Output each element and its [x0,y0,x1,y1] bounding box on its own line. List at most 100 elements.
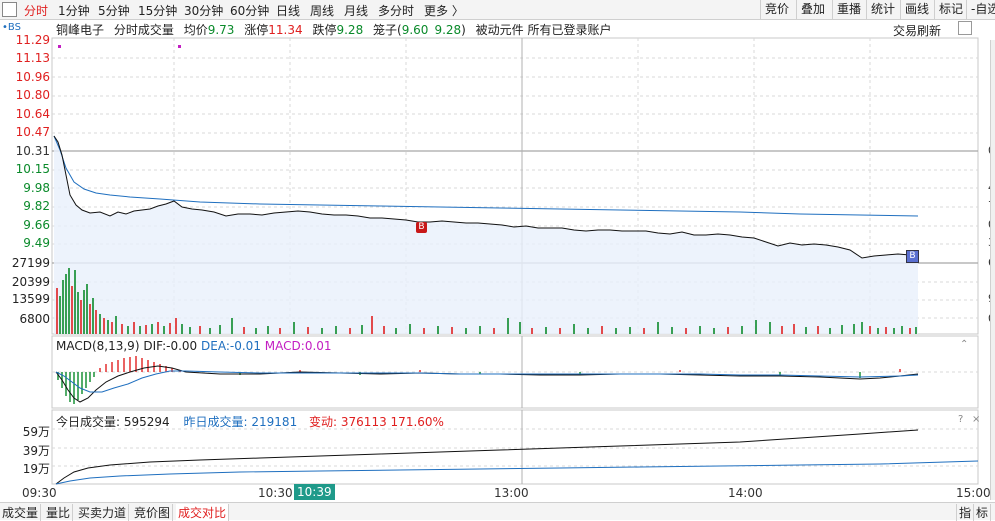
change-pct: 171.60% [390,415,444,429]
stock-name: 铜峰电子 [56,23,105,37]
dea-label: DEA: [201,339,230,353]
help-icon[interactable]: ? [958,414,964,425]
yesterday-volume-value: 219181 [251,415,298,429]
price-tick: 11.13 [15,51,50,65]
cum-volume-tick: 39万 [22,444,50,458]
macd-expand-icon[interactable]: ⌃ [960,339,969,350]
today-volume-label: 今日成交量: [56,415,121,429]
tab-buy-sell-force[interactable]: 买卖力道 [76,504,130,521]
price-tick: 10.64 [15,107,50,121]
signal-dot [58,45,61,48]
buy-marker-2[interactable]: B [906,250,919,263]
chips-label: 笼子( [373,23,402,37]
limit-up-label: 涨停 [244,23,269,37]
price-tick: 9.98 [23,181,50,195]
dea-line [55,370,919,393]
price-tick: 9.66 [23,218,50,232]
limit-down-label: 跌停 [312,23,337,37]
overlay-button[interactable]: 叠加 [796,0,829,19]
macd-header: MACD(8,13,9) DIF:-0.00 DEA:-0.01 MACD:0.… [56,339,332,353]
volume-tick: 27199 [11,256,50,270]
watchlist-button[interactable]: -自选 [966,0,995,19]
time-tick: 14:00 [728,486,763,500]
dea-value: -0.01 [229,339,261,353]
change-value: 376113 [340,415,387,429]
replay-button[interactable]: 重播 [832,0,865,19]
chips-high: 9.28 [434,23,462,37]
cum-volume-header: 今日成交量: 595294 昨日成交量: 219181 变动: 376113 1… [56,413,444,430]
tab-multi-fenshi[interactable]: 多分时 [378,4,415,18]
price-tick: 10.96 [15,70,50,84]
indicator-button[interactable]: 指 [956,504,975,521]
volume-tick: 13599 [11,292,50,306]
price-tick: 9.82 [23,199,50,213]
tab-30min[interactable]: 30分钟 [184,4,224,18]
chart-mode: 分时 [113,23,138,37]
tab-daily[interactable]: 日线 [276,4,301,18]
time-tick: 10:30 [258,486,293,500]
avg-price-line [53,135,919,217]
today-volume-value: 595294 [123,415,170,429]
tab-1min[interactable]: 1分钟 [58,4,90,18]
time-tick: 13:00 [494,486,529,500]
chips-end: ) [461,23,466,37]
time-tick: 15:00 [956,486,991,500]
tab-volume[interactable]: 成交量 [0,504,42,521]
draw-line-button[interactable]: 画线 [900,0,933,19]
volume-bars [56,268,917,334]
yesterday-cum-volume-line [55,460,979,485]
dif-label: DIF: [143,339,167,353]
macd-value: 0.01 [304,339,332,353]
chart-settings-icon[interactable] [958,21,972,35]
avg-label: 均价 [183,23,208,37]
tab-monthly[interactable]: 月线 [344,4,369,18]
tab-auction-chart[interactable]: 竞价图 [132,504,174,521]
cursor-time-label: 10:39 [294,484,335,500]
buy-marker-1[interactable]: B [416,222,427,233]
macd-title: MACD(8,13,9) [56,339,140,353]
close-icon[interactable]: × [972,414,981,425]
sector-account: 被动元件 所有已登录账户 [475,23,612,37]
tab-60min[interactable]: 60分钟 [230,4,270,18]
price-tick: 10.15 [15,162,50,176]
indicator-tab-bar: 成交量 量比 买卖力道 竞价图 成交对比 指 标 [0,502,995,521]
price-tick: 9.49 [23,236,50,250]
yesterday-volume-label: 昨日成交量: [183,415,248,429]
chips-low: 9.60 [401,23,429,37]
time-tick: 09:30 [22,486,57,500]
mark-button[interactable]: 标记 [934,0,967,19]
tab-volume-ratio[interactable]: 量比 [44,504,74,521]
layout-toggle-icon[interactable] [2,2,17,17]
limit-down-value: 9.28 [336,23,364,37]
tab-5min[interactable]: 5分钟 [98,4,130,18]
price-tick: 10.80 [15,88,50,102]
cum-volume-tick: 59万 [22,425,50,439]
tab-volume-compare[interactable]: 成交对比 [176,504,230,521]
cum-volume-panel [51,409,979,485]
dif-value: -0.00 [166,339,198,353]
auction-button[interactable]: 竞价 [760,0,793,19]
bs-tag[interactable]: •BS [2,22,21,33]
trade-refresh-button[interactable]: 交易刷新 [893,24,942,38]
price-tick: 10.31 [15,144,50,158]
stats-button[interactable]: 统计 [866,0,899,19]
volume-label: 成交量 [137,23,174,37]
info-line: 铜峰电子 分时成交量 均价9.73 涨停11.34 跌停9.28 笼子(9.60… [56,21,618,39]
signal-dot [178,45,181,48]
cum-volume-tick: 19万 [22,462,50,476]
tab-15min[interactable]: 15分钟 [138,4,178,18]
tab-fenshi[interactable]: 分时 [24,4,49,18]
avg-value: 9.73 [207,23,235,37]
macd-label: MACD: [264,339,305,353]
price-tick: 11.29 [15,33,50,47]
tab-more[interactable]: 更多 〉 [424,4,464,18]
limit-up-value: 11.34 [268,23,303,37]
tab-weekly[interactable]: 周线 [310,4,335,18]
indicator-label-button[interactable]: 标 [974,504,992,521]
price-area [54,136,918,334]
right-scrollbar[interactable] [990,40,995,500]
volume-tick: 20399 [11,275,50,289]
price-tick: 10.47 [15,125,50,139]
today-cum-volume-line [55,429,919,485]
